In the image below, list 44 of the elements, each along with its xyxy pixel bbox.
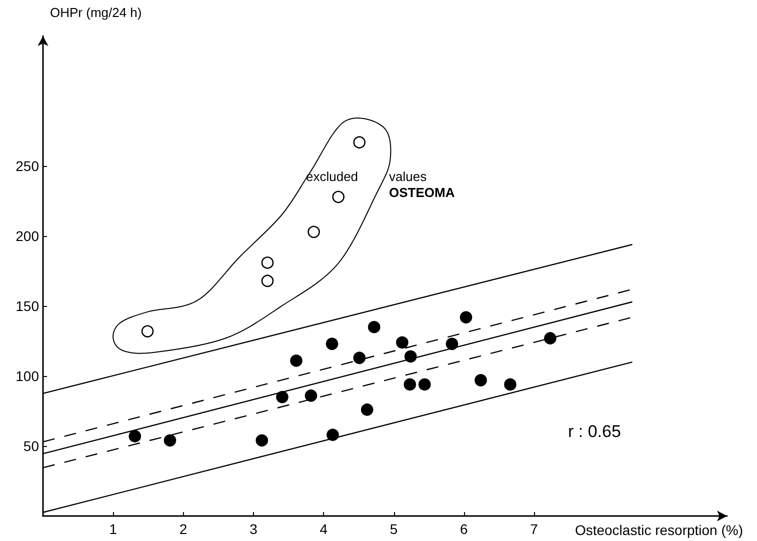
annotation: OSTEOMA: [389, 185, 456, 200]
point: [504, 378, 516, 391]
x-tick-label: 4: [320, 521, 328, 537]
x-axis-title: Osteoclastic resorption (%): [574, 522, 744, 538]
point: [128, 430, 142, 442]
y-tick-label: 250: [16, 158, 40, 174]
x-tick-label: 3: [250, 521, 258, 537]
point: [164, 434, 176, 447]
point: [326, 428, 339, 441]
x-tick-label: 6: [460, 521, 468, 537]
point: [261, 274, 274, 288]
y-tick-label: 200: [16, 228, 40, 244]
y-axis-title: OHPr (mg/24 h): [50, 5, 142, 20]
point: [256, 434, 268, 447]
y-tick-label: 100: [16, 368, 40, 384]
point: [404, 350, 417, 363]
point: [446, 338, 458, 350]
point: [332, 190, 344, 204]
point: [368, 320, 380, 334]
point: [474, 374, 487, 386]
point: [308, 226, 320, 238]
point: [326, 338, 338, 350]
point: [304, 390, 318, 402]
point: [404, 378, 416, 391]
point: [396, 336, 408, 349]
point: [290, 354, 302, 367]
point: [360, 403, 374, 416]
annotation: r : 0.65: [568, 422, 621, 441]
annotation: values: [389, 169, 428, 184]
y-tick-label: 150: [16, 298, 40, 314]
x-tick-label: 2: [179, 521, 188, 537]
point: [460, 311, 472, 324]
annotation: excluded: [306, 169, 358, 184]
x-tick-label: 1: [109, 521, 118, 537]
point: [544, 332, 556, 344]
point: [353, 136, 366, 149]
y-tick-label: 50: [23, 438, 40, 454]
point: [418, 378, 431, 391]
point: [141, 325, 154, 338]
x-tick-label: 7: [530, 521, 538, 537]
x-tick-label: 5: [390, 521, 398, 537]
point: [261, 256, 274, 269]
point: [353, 352, 366, 364]
point: [276, 390, 288, 404]
